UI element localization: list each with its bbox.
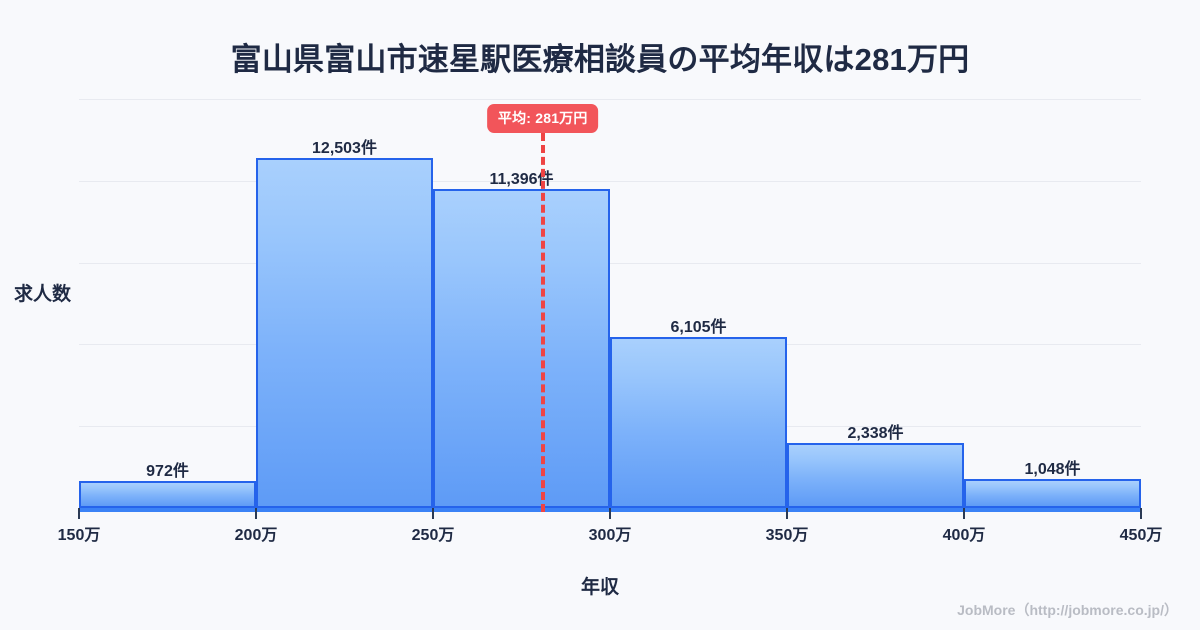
x-axis-tick-label: 400万 (942, 527, 986, 544)
gridline (79, 262, 1141, 264)
x-axis-tick-label: 300万 (588, 527, 632, 544)
gridline (79, 180, 1141, 182)
x-axis-title: 年収 (580, 577, 619, 598)
bar-value-label: 6,105件 (670, 318, 727, 336)
bar[interactable] (964, 478, 1141, 508)
bar[interactable] (787, 442, 964, 508)
gridline (79, 99, 1141, 100)
average-line (540, 133, 545, 512)
y-axis-title: 求人数 (14, 284, 72, 305)
bars-layer: 972件 12,503件 11,396件 6,105件 2,338件 1,048件 (79, 99, 1141, 508)
bar-value-label: 11,396件 (489, 170, 554, 188)
bar-value-label: 1,048件 (1024, 460, 1081, 478)
bar-value-label: 12,503件 (312, 139, 377, 157)
x-axis-tick (1140, 508, 1142, 519)
x-axis-tick-label: 250万 (411, 527, 455, 544)
bar[interactable] (610, 336, 787, 508)
x-axis-tick (609, 508, 611, 519)
bar[interactable] (79, 480, 256, 508)
bar-value-label: 972件 (146, 462, 189, 480)
x-axis-tick (78, 508, 80, 519)
x-axis-tick (786, 508, 788, 519)
bar-value-label: 2,338件 (847, 424, 904, 442)
x-axis-tick-label: 350万 (765, 527, 809, 544)
bar[interactable] (433, 188, 610, 508)
chart-title: 富山県富山市速星駅医療相談員の平均年収は281万円 (230, 42, 970, 77)
x-axis-tick-label: 200万 (234, 527, 278, 544)
x-axis-tick (963, 508, 965, 519)
x-axis-tick-label: 150万 (57, 527, 101, 544)
x-axis-tick (432, 508, 434, 519)
x-axis-tick-label: 450万 (1119, 527, 1163, 544)
x-axis-tick (255, 508, 257, 519)
footer-credit: JobMore（http://jobmore.co.jp/） (957, 602, 1178, 618)
bar[interactable] (256, 157, 433, 508)
average-badge: 平均: 281万円 (486, 104, 599, 133)
